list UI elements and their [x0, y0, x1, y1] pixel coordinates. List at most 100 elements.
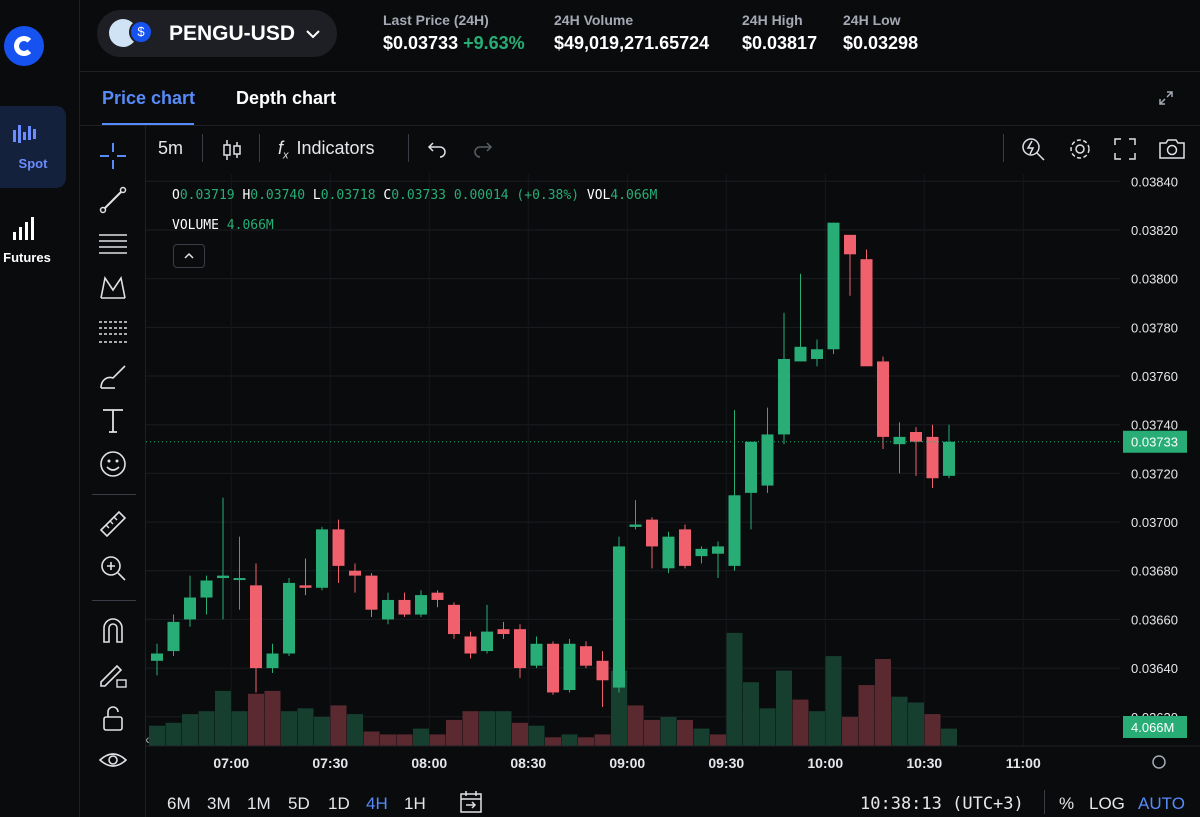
quick-search-icon[interactable] — [1020, 136, 1046, 162]
clock[interactable]: 10:38:13 (UTC+3) — [860, 794, 1024, 814]
brush-icon[interactable] — [97, 360, 129, 392]
unlock-icon[interactable] — [97, 702, 129, 734]
volume-bar — [264, 690, 281, 746]
time-tick-label: 11:00 — [1006, 755, 1041, 771]
time-tick-label: 10:00 — [807, 755, 843, 771]
candle-body — [184, 597, 196, 620]
active-tab-indicator — [102, 123, 194, 125]
candle-body — [547, 643, 559, 693]
volume-bar — [611, 670, 627, 746]
toolbar-divider — [408, 134, 409, 162]
toolbar-divider — [92, 494, 136, 495]
volume-bar — [462, 711, 479, 746]
candle-body — [233, 578, 246, 581]
candle-body — [266, 653, 279, 669]
volume-bar — [528, 725, 545, 746]
tab-price-chart[interactable]: Price chart — [102, 88, 196, 108]
volume-bar — [347, 714, 363, 746]
volume-bar — [710, 734, 726, 746]
chart-grid — [146, 174, 1120, 746]
price-tick-label: 0.03680 — [1131, 564, 1178, 579]
volume-bar — [231, 711, 248, 746]
candle-body — [926, 436, 939, 479]
toolbar-divider — [202, 134, 203, 162]
volume-bar — [594, 734, 611, 746]
fib-retracement-icon[interactable] — [97, 316, 129, 348]
settings-gear-icon[interactable] — [1067, 136, 1093, 162]
volume-bar — [627, 705, 644, 746]
range-button-3m[interactable]: 3M — [207, 794, 231, 813]
range-button-1m[interactable]: 1M — [247, 794, 271, 813]
candle-body — [794, 346, 807, 362]
range-button-1h[interactable]: 1H — [404, 794, 426, 813]
range-button-6m[interactable]: 6M — [167, 794, 191, 813]
candle-body — [349, 570, 361, 576]
log-toggle[interactable]: LOG — [1089, 794, 1125, 813]
time-tick-label: 09:30 — [708, 755, 744, 771]
crosshair-icon[interactable] — [97, 140, 129, 172]
volume-bar — [809, 711, 825, 746]
undo-icon[interactable] — [427, 140, 447, 158]
volume-bar — [165, 722, 182, 746]
time-tick-label: 07:00 — [213, 755, 249, 771]
range-button-4h[interactable]: 4H — [366, 794, 388, 813]
pair-selector[interactable]: $ PENGU-USD — [97, 10, 337, 57]
time-tick-label: 07:30 — [312, 755, 348, 771]
pattern-icon[interactable] — [97, 272, 129, 304]
candle-body — [365, 575, 378, 610]
percent-toggle[interactable]: % — [1059, 794, 1075, 813]
zoom-in-icon[interactable] — [97, 552, 129, 584]
nav-futures[interactable]: Futures — [0, 200, 54, 282]
volume-bar — [891, 696, 908, 746]
collapse-legend-button[interactable] — [173, 244, 205, 268]
low-value: 0.03718 — [320, 188, 376, 203]
candle-body — [332, 529, 345, 566]
eye-icon[interactable] — [97, 746, 129, 778]
candles-icon[interactable] — [222, 138, 242, 162]
price-tick-label: 0.03740 — [1131, 418, 1178, 433]
tab-depth-chart[interactable]: Depth chart — [236, 88, 337, 108]
stat-value: $49,019,271.65724 — [554, 33, 710, 53]
range-button-1d[interactable]: 1D — [328, 794, 350, 813]
volume-bar — [578, 737, 594, 746]
candle-body — [464, 636, 477, 654]
date-range-icon[interactable] — [459, 790, 483, 814]
spot-chart-icon — [13, 125, 36, 143]
volume-bar — [413, 728, 429, 746]
usd-coin-icon: $ — [129, 20, 153, 44]
magnet-icon[interactable] — [97, 614, 129, 646]
chart-toolbar: 5m fx Indicators — [146, 126, 1200, 174]
fullscreen-icon[interactable] — [1113, 137, 1137, 161]
ohlc-legend: O0.03719 H0.03740 L0.03718 C0.03733 0.00… — [172, 188, 657, 203]
price-tick-label: 0.03840 — [1131, 174, 1178, 189]
indicators-button[interactable]: fx Indicators — [278, 138, 375, 162]
volume-bar — [875, 659, 891, 746]
volume-bar — [297, 708, 314, 746]
coinbase-logo-icon[interactable] — [4, 26, 44, 66]
camera-icon[interactable] — [1158, 137, 1186, 161]
stat-value: $0.03733 — [383, 33, 459, 53]
price-tick-label: 0.03800 — [1131, 272, 1178, 287]
price-chart[interactable]: 0.03840 0.03820 0.03800 0.03780 0.03760 0.037… — [146, 174, 1200, 774]
nav-spot[interactable]: Spot — [0, 106, 66, 188]
candle-body — [382, 599, 394, 620]
close-value: 0.03733 — [391, 188, 446, 203]
text-icon[interactable] — [97, 404, 129, 436]
volume-bar — [281, 711, 297, 746]
stat-24h-volume: 24H Volume $49,019,271.65724 — [554, 12, 709, 54]
horizontal-lines-icon[interactable] — [97, 228, 129, 260]
candle-body — [778, 358, 790, 435]
redo-icon[interactable] — [473, 140, 493, 158]
trend-line-icon[interactable] — [97, 184, 129, 216]
expand-icon[interactable] — [1158, 90, 1174, 106]
volume-bar — [842, 717, 858, 746]
emoji-icon[interactable] — [97, 448, 129, 480]
range-button-5d[interactable]: 5D — [288, 794, 310, 813]
ruler-icon[interactable] — [97, 508, 129, 540]
volume-bar — [561, 734, 578, 746]
lock-drawing-icon[interactable] — [97, 658, 129, 690]
price-change: +9.63% — [463, 33, 525, 53]
high-value: 0.03740 — [250, 188, 306, 203]
auto-toggle[interactable]: AUTO — [1138, 794, 1185, 813]
interval-button[interactable]: 5m — [158, 138, 184, 158]
